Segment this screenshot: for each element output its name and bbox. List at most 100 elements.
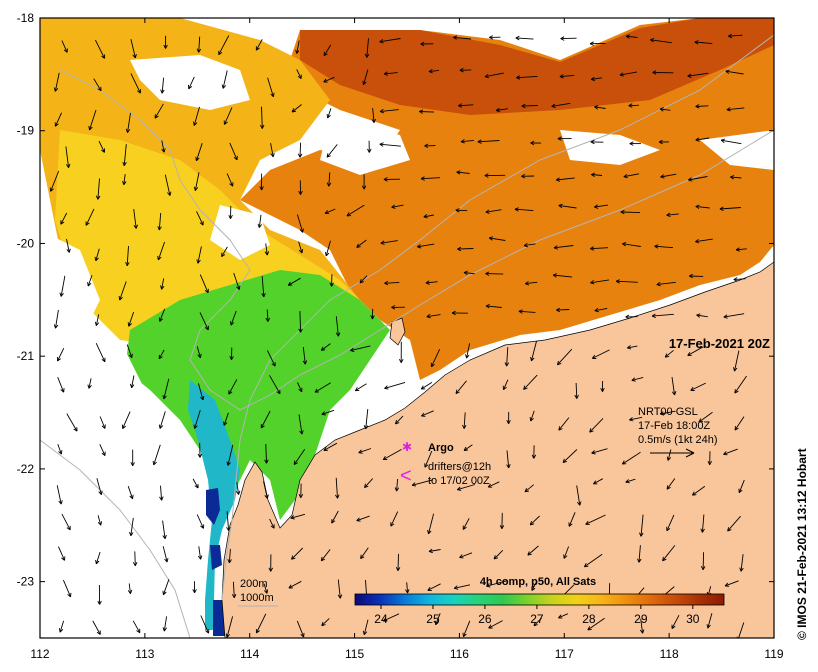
y-tick-label: -23 [17,575,35,589]
current-vector [326,144,338,158]
current-vector [127,583,133,594]
current-vector [428,69,439,74]
current-vector [622,241,641,247]
current-vector [255,39,263,51]
current-vector [265,309,271,322]
current-vector [193,106,200,126]
current-vector [193,409,201,429]
current-vector [261,276,266,298]
current-vector [671,377,677,396]
current-vector [363,409,369,430]
x-axis: 112 113 114 115 116 117 118 119 [30,18,784,661]
current-vector [530,140,542,146]
current-vector [427,583,441,591]
drifter-label-line2: to 17/02 00Z [428,475,490,487]
plot-content [40,18,774,638]
current-vector [95,178,101,200]
current-vector [85,208,95,226]
current-vector [455,380,467,395]
current-vector [398,341,404,363]
current-vector [158,308,166,322]
current-vector [218,35,230,56]
current-vector [587,617,605,631]
current-vector [383,177,401,182]
current-vector [320,343,331,351]
current-vector [576,485,582,506]
current-vector [195,143,203,162]
current-vector [405,582,410,594]
current-vector [619,71,637,77]
current-vector [298,483,304,499]
current-vector [654,244,674,249]
cloud-gap [320,120,410,175]
velocity-legend-source: NRT00 GSL [638,406,698,418]
colorbar-tick-label: 28 [582,612,596,626]
current-vector [719,206,741,212]
current-vector [659,107,671,112]
current-vector [594,307,608,313]
current-vector [226,511,231,531]
current-vector [196,211,204,226]
current-vector [291,104,302,113]
current-vector [326,108,332,119]
current-vector [192,478,199,489]
current-vector [126,344,133,359]
current-vector [691,485,706,496]
current-vector [531,580,538,591]
bathymetry-1000m-label: 1000m [240,592,274,604]
current-vector [514,207,534,212]
current-vector [188,76,195,90]
current-vector [192,581,197,594]
current-vector [628,103,640,108]
current-vector [465,343,471,359]
y-tick-label: -18 [17,11,35,25]
current-vector [625,34,638,39]
current-vector [157,212,162,231]
current-vector [382,613,400,622]
current-vector [629,416,643,422]
current-vector [629,141,641,146]
colorbar-tick-label: 24 [374,612,388,626]
velocity-legend-scale: 0.5m/s (1kt 24h) [638,434,717,446]
current-vector [130,449,135,467]
current-vector [298,241,304,254]
current-vector [56,485,63,505]
current-vector [87,378,92,389]
current-vector [356,239,367,248]
current-vector [162,579,170,596]
current-vector [639,514,644,537]
current-vector [331,510,339,524]
current-vector [687,346,704,356]
current-vector [235,482,241,495]
current-vector [590,246,609,251]
current-vector [122,144,127,166]
current-vector [125,245,130,267]
current-vector [321,618,330,627]
current-vector [95,551,101,565]
current-vector [725,69,744,75]
current-vector [58,620,65,633]
current-vector [99,444,106,456]
current-vector [556,348,573,366]
current-vector [727,515,741,532]
current-vector [463,270,475,276]
current-vector [118,281,127,301]
current-vector [723,313,745,319]
argo-legend: ✱ Argo [402,440,454,454]
x-tick-label: 118 [660,647,679,661]
velocity-legend: NRT00 GSL 17-Feb 18:00Z 0.5m/s (1kt 24h) [638,406,717,458]
current-vector [728,33,743,39]
current-vector [426,313,441,319]
current-vector [734,375,747,394]
current-vector [563,546,570,559]
current-vector [133,209,138,229]
current-vector [269,518,275,529]
current-vector [687,72,709,78]
current-vector [49,170,60,192]
current-vector [493,549,504,560]
current-vector [434,613,441,626]
current-vector [730,175,742,180]
colorbar-tick-label: 25 [426,612,440,626]
current-vector [226,444,234,466]
current-vector [695,104,709,109]
